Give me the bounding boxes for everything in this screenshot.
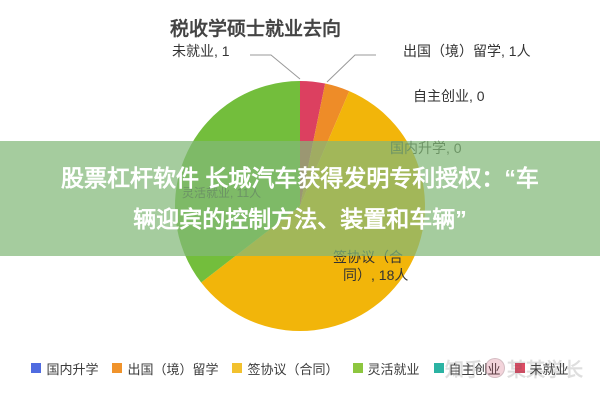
svg-text:出国（境）留学, 1人: 出国（境）留学, 1人 xyxy=(403,43,531,59)
svg-text:未就业, 1: 未就业, 1 xyxy=(172,43,230,59)
svg-text:同）, 18人: 同）, 18人 xyxy=(343,267,408,283)
svg-text:自主创业, 0: 自主创业, 0 xyxy=(413,88,485,104)
